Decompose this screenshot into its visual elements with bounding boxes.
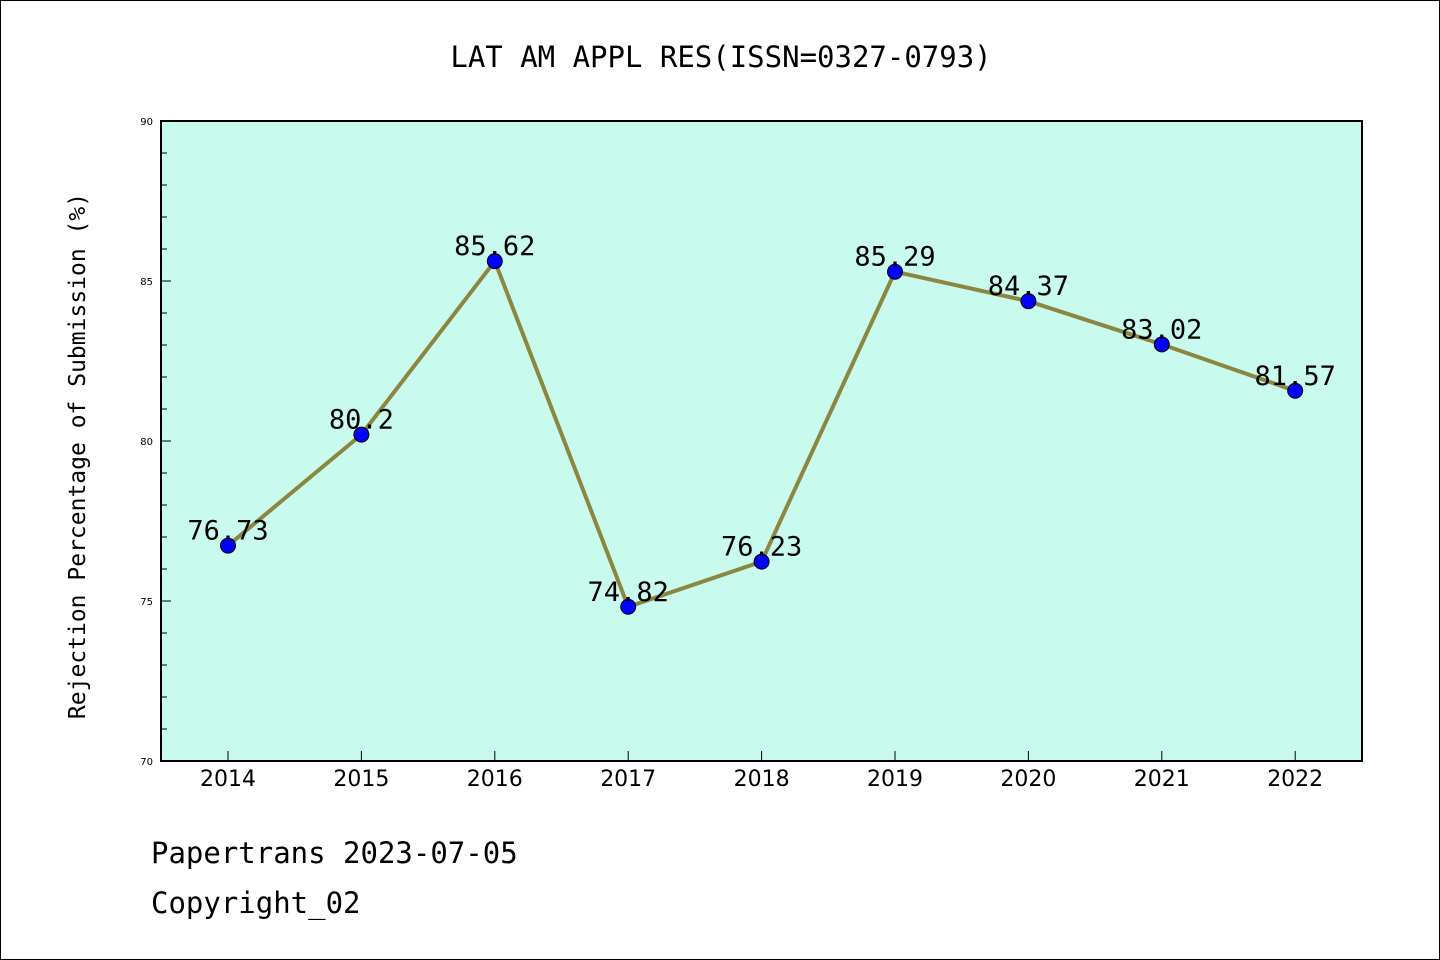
data-point-marker [353, 426, 370, 443]
data-point-marker [1153, 336, 1170, 353]
data-point-marker [486, 253, 503, 270]
y-tick-label: 90 [140, 117, 153, 128]
x-tick-label: 2022 [1267, 767, 1323, 792]
x-tick-label: 2021 [1134, 767, 1190, 792]
data-point-marker [1287, 382, 1304, 399]
data-label: 81.57 [1255, 361, 1336, 392]
y-tick-label: 85 [140, 277, 153, 288]
data-point-marker [887, 263, 903, 280]
data-label: 83.02 [1121, 314, 1202, 345]
data-point-marker [220, 537, 236, 554]
x-tick-label: 2018 [734, 767, 790, 792]
data-label: 74.82 [588, 577, 669, 608]
data-point-marker [1020, 293, 1037, 310]
x-tick-label: 2017 [600, 767, 656, 792]
series-group: 76.73 80.2 85.62 74.82 76.23 85.29 84.37 83.02 8… [187, 231, 1336, 615]
data-point-marker [620, 598, 637, 615]
data-label: 76.73 [187, 516, 268, 547]
x-tick-label: 2019 [867, 767, 923, 792]
data-label: 80.2 [329, 405, 394, 436]
x-tick-label: 2020 [1000, 767, 1056, 792]
data-point-marker [753, 553, 770, 570]
x-tick-label: 2016 [467, 767, 523, 792]
y-axis: 70 75 80 85 90 [140, 117, 171, 768]
y-tick-label: 80 [140, 437, 153, 448]
plot-area [160, 120, 1363, 762]
y-tick-label: 70 [140, 757, 153, 768]
data-label: 85.29 [854, 242, 935, 273]
footer-copyright-text: Copyright_02 [151, 886, 361, 920]
y-axis-label: Rejection Percentage of Submission (%) [65, 193, 91, 719]
y-tick-label: 75 [140, 597, 153, 608]
x-axis: 2014 2015 2016 2017 2018 2019 2020 2021 2022 [200, 751, 1323, 792]
x-tick-label: 2015 [333, 767, 389, 792]
footer-date-text: Papertrans 2023-07-05 [151, 836, 518, 870]
chart-title: LAT AM APPL RES(ISSN=0327-0793) [450, 40, 991, 74]
data-label: 84.37 [988, 271, 1069, 302]
data-label: 85.62 [454, 231, 535, 262]
x-tick-label: 2014 [200, 767, 256, 792]
data-label: 76.23 [721, 532, 802, 563]
